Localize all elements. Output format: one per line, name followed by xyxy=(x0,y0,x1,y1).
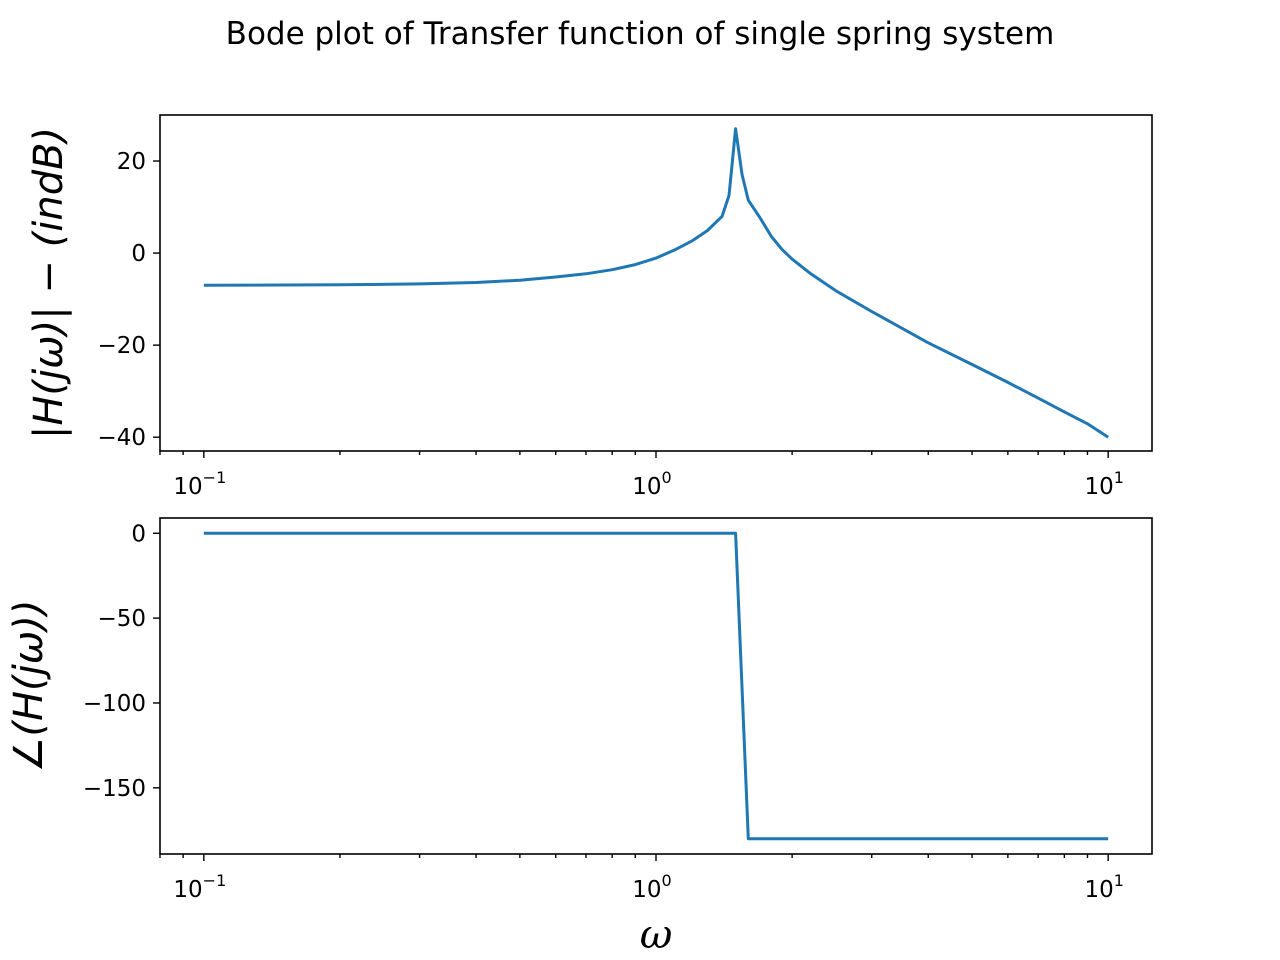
magnitude-y-tick-label: 20 xyxy=(117,149,146,175)
magnitude-y-tick-label: 0 xyxy=(131,241,146,267)
phase-y-tick-label: −150 xyxy=(83,776,146,802)
magnitude-x-tick-label: 100 xyxy=(632,468,671,500)
magnitude-x-tick-label: 10−1 xyxy=(173,468,226,500)
magnitude-axes-frame xyxy=(159,114,1153,452)
phase-y-ticks: 0 −50 −100 −150 xyxy=(83,521,160,802)
phase-axes-frame xyxy=(159,517,1153,855)
magnitude-axes: 10−1 100 101 20 0 −20 −40 |H(jω)| − (indB) xyxy=(26,114,1153,500)
phase-y-tick-label: −100 xyxy=(83,691,146,717)
phase-x-tick-label: 100 xyxy=(632,871,671,903)
magnitude-y-axis-label: |H(jω)| − (indB) xyxy=(26,127,72,439)
magnitude-y-tick-label: −20 xyxy=(97,333,146,359)
magnitude-y-ticks: 20 0 −20 −40 xyxy=(97,149,160,451)
phase-series-line xyxy=(203,531,1109,841)
magnitude-x-ticks: 10−1 100 101 xyxy=(159,451,1124,500)
phase-x-ticks: 10−1 100 101 xyxy=(159,854,1124,903)
magnitude-x-tick-label: 101 xyxy=(1084,468,1123,500)
phase-x-tick-label: 10−1 xyxy=(173,871,226,903)
phase-axes: 10−1 100 101 0 −50 −100 −150 ∠(H(jω)) xyxy=(6,517,1153,903)
phase-x-tick-label: 101 xyxy=(1084,871,1123,903)
phase-y-tick-label: −50 xyxy=(97,606,146,632)
phase-y-axis-label: ∠(H(jω)) xyxy=(6,600,52,773)
magnitude-series-line xyxy=(203,127,1110,439)
magnitude-y-tick-label: −40 xyxy=(97,425,146,451)
x-axis-label: ω xyxy=(640,912,673,958)
figure-title: Bode plot of Transfer function of single… xyxy=(226,16,1055,52)
phase-y-tick-label: 0 xyxy=(131,521,146,547)
